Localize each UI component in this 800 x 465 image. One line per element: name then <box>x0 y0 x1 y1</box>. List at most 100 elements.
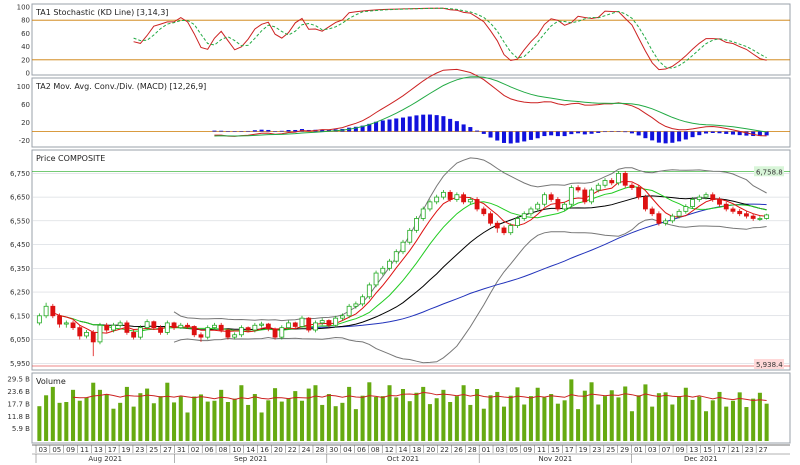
candle-body <box>346 305 352 317</box>
volume-bar <box>616 397 621 441</box>
volume-bar <box>764 403 769 441</box>
volume-bar <box>205 401 210 441</box>
candle-body <box>353 303 359 307</box>
macd-histogram-bar <box>623 131 628 133</box>
macd-histogram-bar <box>421 114 426 132</box>
volume-bar <box>454 396 459 441</box>
volume-bar <box>151 403 156 441</box>
volume-bar <box>576 409 581 441</box>
volume-bar <box>663 392 668 441</box>
candle-body <box>339 315 345 319</box>
volume-bar <box>360 395 365 441</box>
stochastic-panel[interactable] <box>31 3 791 76</box>
candle-body <box>90 331 96 343</box>
volume-tick-label: 23.6 B <box>7 388 30 396</box>
macd-histogram-bar <box>475 130 480 132</box>
volume-bar <box>475 389 480 441</box>
candle-body <box>57 315 62 325</box>
macd-histogram-bar <box>757 131 762 137</box>
volume-bar <box>508 395 513 441</box>
candle-body <box>205 327 211 338</box>
bollinger-upper-line <box>173 157 767 322</box>
volume-bar <box>387 385 392 441</box>
moving-average-50-line <box>308 203 767 329</box>
candle-body <box>568 187 574 205</box>
day-label: 24 <box>302 446 311 454</box>
day-label: 14 <box>399 446 408 454</box>
candle-body <box>440 191 446 198</box>
day-label: 01 <box>634 446 643 454</box>
volume-bar <box>293 391 298 441</box>
volume-bar <box>212 400 217 441</box>
candle-body <box>575 187 581 191</box>
candle-body <box>360 296 366 305</box>
macd-histogram-bar <box>454 121 459 132</box>
candle-body <box>690 199 695 207</box>
macd-histogram-bar <box>535 131 540 139</box>
volume-bar <box>353 409 358 441</box>
day-label: 21 <box>731 446 740 454</box>
macd-histogram-bar <box>212 130 217 132</box>
candle-body <box>595 184 601 191</box>
candle-body <box>467 199 473 203</box>
candle-body <box>541 194 547 205</box>
volume-bar <box>596 404 601 441</box>
day-label: 18 <box>412 446 421 454</box>
day-label: 13 <box>689 446 698 454</box>
candle-body <box>723 203 729 210</box>
candle-body <box>710 194 716 200</box>
macd-histogram-bar <box>246 130 251 132</box>
macd-histogram-bar <box>414 115 419 132</box>
candle-body <box>43 305 49 317</box>
volume-bar <box>468 404 473 441</box>
macd-histogram-bar <box>326 129 331 132</box>
candle-body <box>286 322 291 329</box>
macd-histogram-bar <box>286 130 291 132</box>
volume-bar <box>515 387 520 441</box>
candle-body <box>703 194 709 198</box>
candle-body <box>191 326 197 336</box>
candle-body <box>764 214 770 219</box>
day-label: 17 <box>717 446 726 454</box>
macd-histogram-bar <box>596 131 601 133</box>
candle-body <box>292 322 298 327</box>
candle-body <box>420 208 426 219</box>
volume-bar <box>481 408 486 441</box>
price-panel[interactable] <box>31 149 791 371</box>
macd-histogram-bar <box>656 131 661 143</box>
day-label: 25 <box>606 446 615 454</box>
macd-histogram-bar <box>710 131 715 133</box>
volume-bar <box>273 388 278 441</box>
day-label: 08 <box>219 446 228 454</box>
candle-body <box>737 210 743 215</box>
macd-histogram-bar <box>744 131 749 136</box>
candle-body <box>474 199 480 210</box>
candle-body <box>313 322 318 331</box>
volume-bar <box>111 408 116 441</box>
volume-bar <box>757 392 762 441</box>
candle-body <box>319 320 325 324</box>
volume-bar <box>165 382 170 441</box>
macd-histogram-bar <box>724 131 729 134</box>
stochastic-tick-label: 20 <box>21 56 30 64</box>
day-label: 04 <box>343 446 352 454</box>
day-label: 09 <box>676 446 685 454</box>
volume-bar <box>535 387 540 441</box>
volume-bar <box>84 397 89 441</box>
volume-bar <box>744 407 749 441</box>
volume-bar <box>225 402 230 441</box>
macd-histogram-bar <box>374 121 379 132</box>
volume-bar <box>347 386 352 441</box>
volume-title: Volume <box>36 377 66 386</box>
day-label: 17 <box>108 446 117 454</box>
macd-histogram-bar <box>468 127 473 132</box>
macd-histogram-bar <box>488 131 493 138</box>
volume-bar <box>555 403 560 441</box>
candle-body <box>696 196 702 200</box>
price-title: Price COMPOSITE <box>36 154 105 163</box>
day-label: 22 <box>440 446 449 454</box>
macd-histogram-bar <box>555 131 560 137</box>
volume-bar <box>326 394 331 441</box>
